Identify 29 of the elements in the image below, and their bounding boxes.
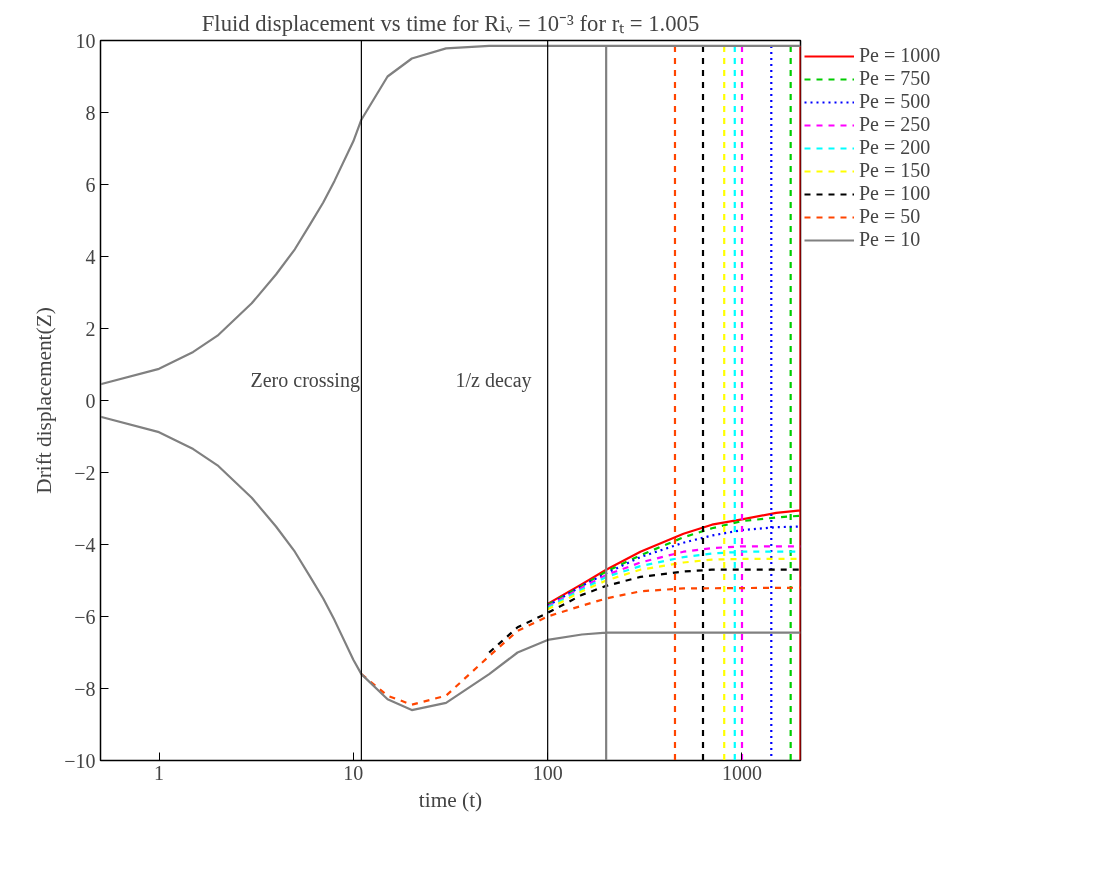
x-tick-label: 1000: [722, 761, 762, 784]
y-tick-label: −8: [74, 677, 96, 700]
x-tick-label: 100: [532, 761, 563, 784]
y-tick-label: −10: [64, 749, 96, 772]
y-tick-label: 10: [75, 29, 96, 52]
x-axis-title: time (t): [418, 787, 483, 812]
legend-label: Pe = 150: [859, 159, 931, 182]
legend-label: Pe = 100: [859, 182, 931, 205]
legend-label: Pe = 50: [859, 205, 921, 228]
y-tick-label: 2: [85, 317, 96, 340]
y-tick-label: 8: [85, 101, 96, 124]
y-tick-label: 6: [85, 173, 96, 196]
y-tick-label: 4: [85, 245, 96, 268]
annotation: Zero crossing: [250, 368, 360, 392]
y-tick-label: 0: [85, 389, 96, 412]
legend-label: Pe = 500: [859, 90, 931, 113]
chart-title: Fluid displacement vs time for Riᵥ = 10⁻³ for rₜ = 1.005: [201, 10, 700, 36]
y-axis-title: Drift displacement(Z): [32, 307, 57, 494]
y-tick-label: −4: [74, 533, 96, 556]
legend-label: Pe = 10: [859, 228, 921, 251]
y-tick-label: −6: [74, 605, 96, 628]
y-tick-label: −2: [74, 461, 96, 484]
legend-label: Pe = 1000: [859, 44, 941, 67]
legend-label: Pe = 250: [859, 113, 931, 136]
annotation: 1/z decay: [455, 368, 532, 392]
legend-label: Pe = 200: [859, 136, 931, 159]
legend-label: Pe = 750: [859, 67, 931, 90]
x-tick-label: 1: [154, 761, 164, 784]
x-tick-label: 10: [343, 761, 364, 784]
